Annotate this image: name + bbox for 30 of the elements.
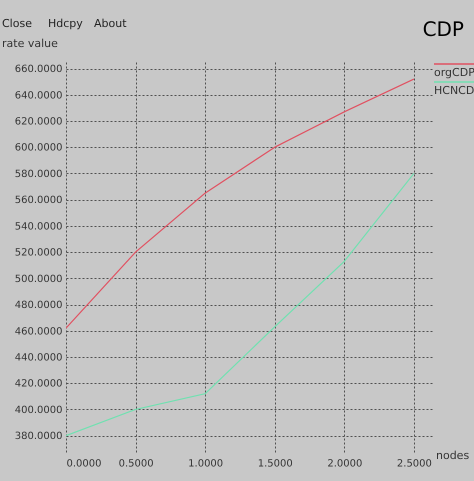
y-tick-label: 640.0000 — [14, 90, 62, 102]
y-tick-label: 380.0000 — [14, 431, 62, 442]
y-tick-label: 480.0000 — [14, 300, 62, 312]
text: Close — [2, 17, 32, 30]
y-tick-label: 520.0000 — [14, 248, 62, 259]
y-tick-label: 660.0000 — [14, 64, 62, 76]
y-tick-label: 420.0000 — [14, 378, 62, 390]
x-tick-label: 2.5000 — [396, 458, 432, 470]
x-tick-label: 1.0000 — [188, 458, 224, 470]
x-axis-title: nodes — [436, 449, 470, 462]
text: Hdcpy — [48, 17, 84, 30]
x-tick-label: 2.0000 — [327, 458, 362, 470]
y-tick-label: 500.0000 — [14, 274, 62, 285]
chart-title: CDP — [422, 17, 464, 41]
x-tick-label: 0.5000 — [118, 458, 154, 470]
y-tick-label: 600.0000 — [14, 142, 62, 154]
y-tick-label: 580.0000 — [14, 168, 62, 180]
y-tick-label: 440.0000 — [14, 352, 62, 364]
y-axis-title: rate value — [2, 37, 58, 50]
y-tick-label: 540.0000 — [14, 221, 62, 232]
line-series — [66, 172, 415, 436]
x-tick-label: 0.0000 — [66, 458, 102, 470]
x-tick-label: 1.5000 — [258, 458, 293, 470]
line-series — [66, 78, 415, 329]
text: About — [94, 17, 128, 30]
y-tick-label: 560.0000 — [14, 195, 62, 206]
y-tick-label: 400.0000 — [14, 404, 62, 416]
y-tick-label: 620.0000 — [14, 116, 62, 128]
legend-label: HCNCD — [434, 84, 474, 97]
y-tick-label: 460.0000 — [14, 326, 62, 338]
